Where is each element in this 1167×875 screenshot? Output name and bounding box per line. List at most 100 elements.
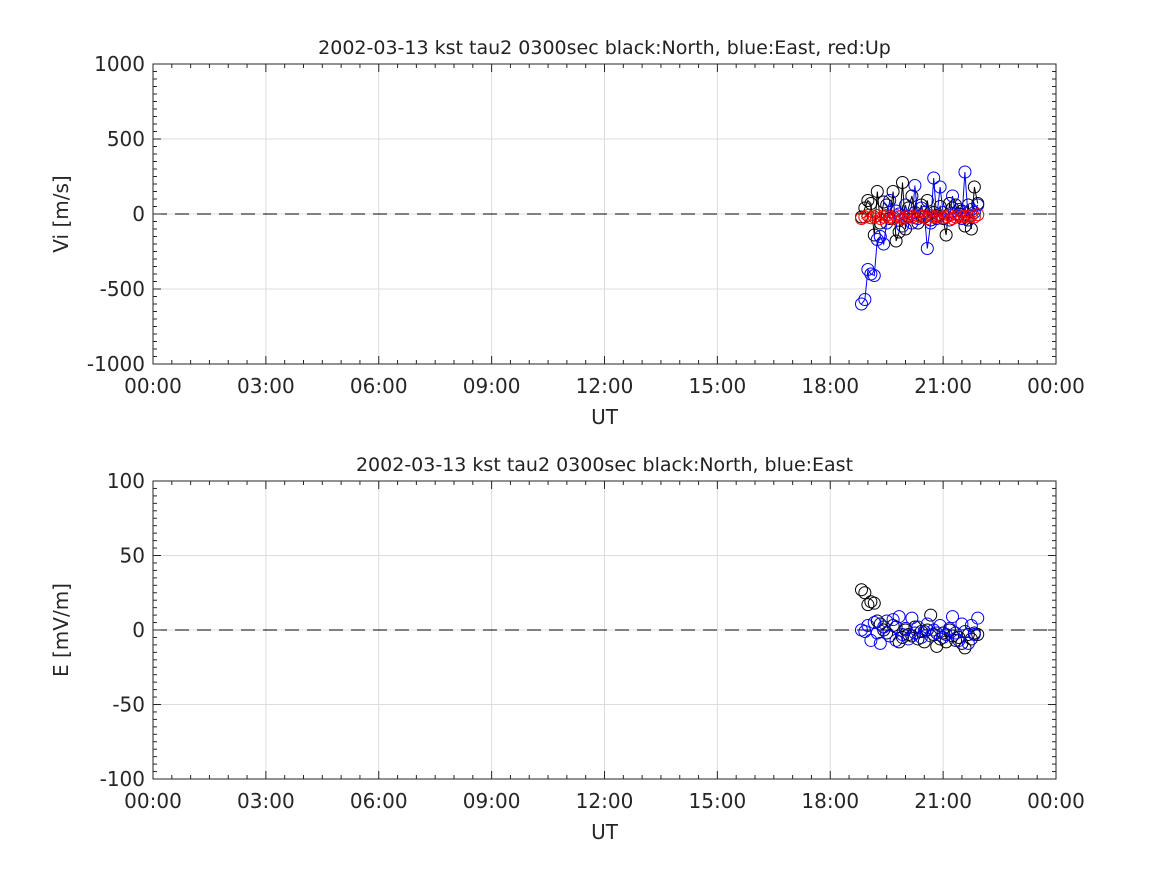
x-tick-label: 21:00: [914, 374, 972, 398]
x-tick-label: 00:00: [124, 374, 182, 398]
y-tick-label: -100: [100, 767, 145, 791]
data-point-east: [895, 219, 909, 233]
data-point-up: [867, 210, 881, 224]
data-point-up: [858, 210, 872, 224]
x-tick-label: 18:00: [801, 374, 859, 398]
data-point-up: [964, 209, 978, 222]
x-axis-label: UT: [591, 405, 619, 429]
x-tick-label: 00:00: [1027, 789, 1085, 813]
x-tick-label: 00:00: [1027, 374, 1085, 398]
data-point-east: [861, 619, 875, 633]
electric-field-panel: 00:00 03:00 06:00 09:00 12:00 15:00 18:00 21:00…: [49, 454, 1085, 844]
x-axis-label: UT: [591, 820, 619, 844]
data-point-up: [971, 208, 985, 222]
series-east: [854, 610, 985, 650]
data-point-east: [873, 230, 887, 243]
data-point-north: [958, 219, 972, 233]
data-point-east: [905, 611, 919, 625]
y-tick-label: -1000: [87, 352, 145, 376]
data-point-east: [936, 630, 950, 644]
data-point-east: [886, 613, 900, 627]
data-point-north: [873, 617, 887, 631]
chart-title: 2002-03-13 kst tau2 0300sec black:North,…: [318, 37, 891, 59]
data-point-east: [961, 636, 975, 650]
data-point-up: [877, 210, 891, 224]
data-point-up: [920, 212, 934, 225]
y-tick-label: 500: [107, 127, 145, 151]
tick-marks: [152, 480, 1057, 780]
data-point-east: [955, 617, 969, 631]
data-point-east: [964, 619, 978, 633]
y-tick-label: 0: [132, 202, 145, 226]
data-point-up: [967, 210, 981, 224]
data-point-east: [924, 629, 938, 643]
data-point-north: [895, 630, 909, 644]
data-point-north: [892, 635, 906, 649]
data-point-north: [961, 627, 975, 641]
data-point-north: [880, 198, 894, 212]
data-point-north: [854, 583, 868, 597]
data-point-east: [946, 189, 960, 203]
data-point-up: [943, 209, 957, 222]
data-point-north: [902, 201, 916, 215]
x-tick-label: 12:00: [576, 374, 634, 398]
data-point-east: [877, 620, 891, 634]
data-point-north: [939, 228, 953, 242]
data-point-east: [880, 216, 894, 230]
x-tick-label: 09:00: [463, 789, 521, 813]
data-point-north: [895, 176, 909, 189]
data-point-up: [886, 212, 900, 225]
y-tick-label: 1000: [94, 52, 145, 76]
data-point-up: [946, 212, 960, 225]
data-point-north: [870, 185, 884, 198]
data-point-east: [883, 629, 897, 643]
series-layer: [854, 583, 985, 655]
data-point-north: [967, 180, 981, 194]
x-tick-label: 03:00: [237, 789, 295, 813]
y-tick-label: 100: [107, 469, 145, 493]
data-point-east: [858, 293, 872, 306]
data-point-east: [958, 165, 972, 179]
y-tick-labels: 1000 500 0 -500 -1000: [87, 52, 145, 376]
data-point-east: [908, 626, 922, 640]
y-axis-label: E [mV/m]: [49, 583, 73, 677]
x-tick-labels: 00:00 03:00 06:00 09:00 12:00 15:00 18:00 21:00…: [124, 374, 1085, 398]
data-point-east: [867, 269, 881, 282]
data-point-up: [961, 210, 975, 224]
data-point-east: [864, 633, 878, 647]
y-tick-labels: 100 50 0 -50 -100: [100, 469, 145, 791]
data-point-north: [949, 633, 963, 647]
y-tick-label: 50: [120, 544, 145, 568]
x-tick-label: 00:00: [124, 789, 182, 813]
data-point-north: [867, 228, 881, 242]
y-tick-label: -500: [100, 277, 145, 301]
x-tick-label: 15:00: [689, 374, 747, 398]
tick-marks: [152, 63, 1057, 365]
y-tick-label: -50: [112, 693, 145, 717]
chart-title: 2002-03-13 kst tau2 0300sec black:North,…: [356, 454, 853, 476]
data-point-east: [952, 633, 966, 647]
data-point-east: [877, 237, 891, 251]
data-point-north: [964, 632, 978, 646]
data-point-east: [873, 636, 887, 650]
data-point-east: [870, 233, 884, 246]
velocity-panel: 00:00 03:00 06:00 09:00 12:00 15:00 18:00 21:00…: [49, 37, 1085, 429]
data-point-east: [917, 624, 931, 638]
data-point-east: [971, 611, 985, 625]
data-point-east: [892, 610, 906, 624]
data-point-east: [946, 610, 960, 624]
x-tick-label: 12:00: [576, 789, 634, 813]
data-point-north: [964, 222, 978, 236]
data-point-north: [861, 598, 875, 612]
data-point-east: [949, 626, 963, 640]
data-point-east: [967, 627, 981, 641]
data-point-east: [927, 623, 941, 637]
data-point-east: [858, 624, 872, 638]
data-point-east: [883, 194, 897, 207]
data-point-north: [861, 194, 875, 207]
data-point-east: [927, 171, 941, 185]
x-tick-label: 06:00: [350, 789, 408, 813]
data-point-east: [933, 180, 947, 194]
data-point-east: [939, 627, 953, 641]
